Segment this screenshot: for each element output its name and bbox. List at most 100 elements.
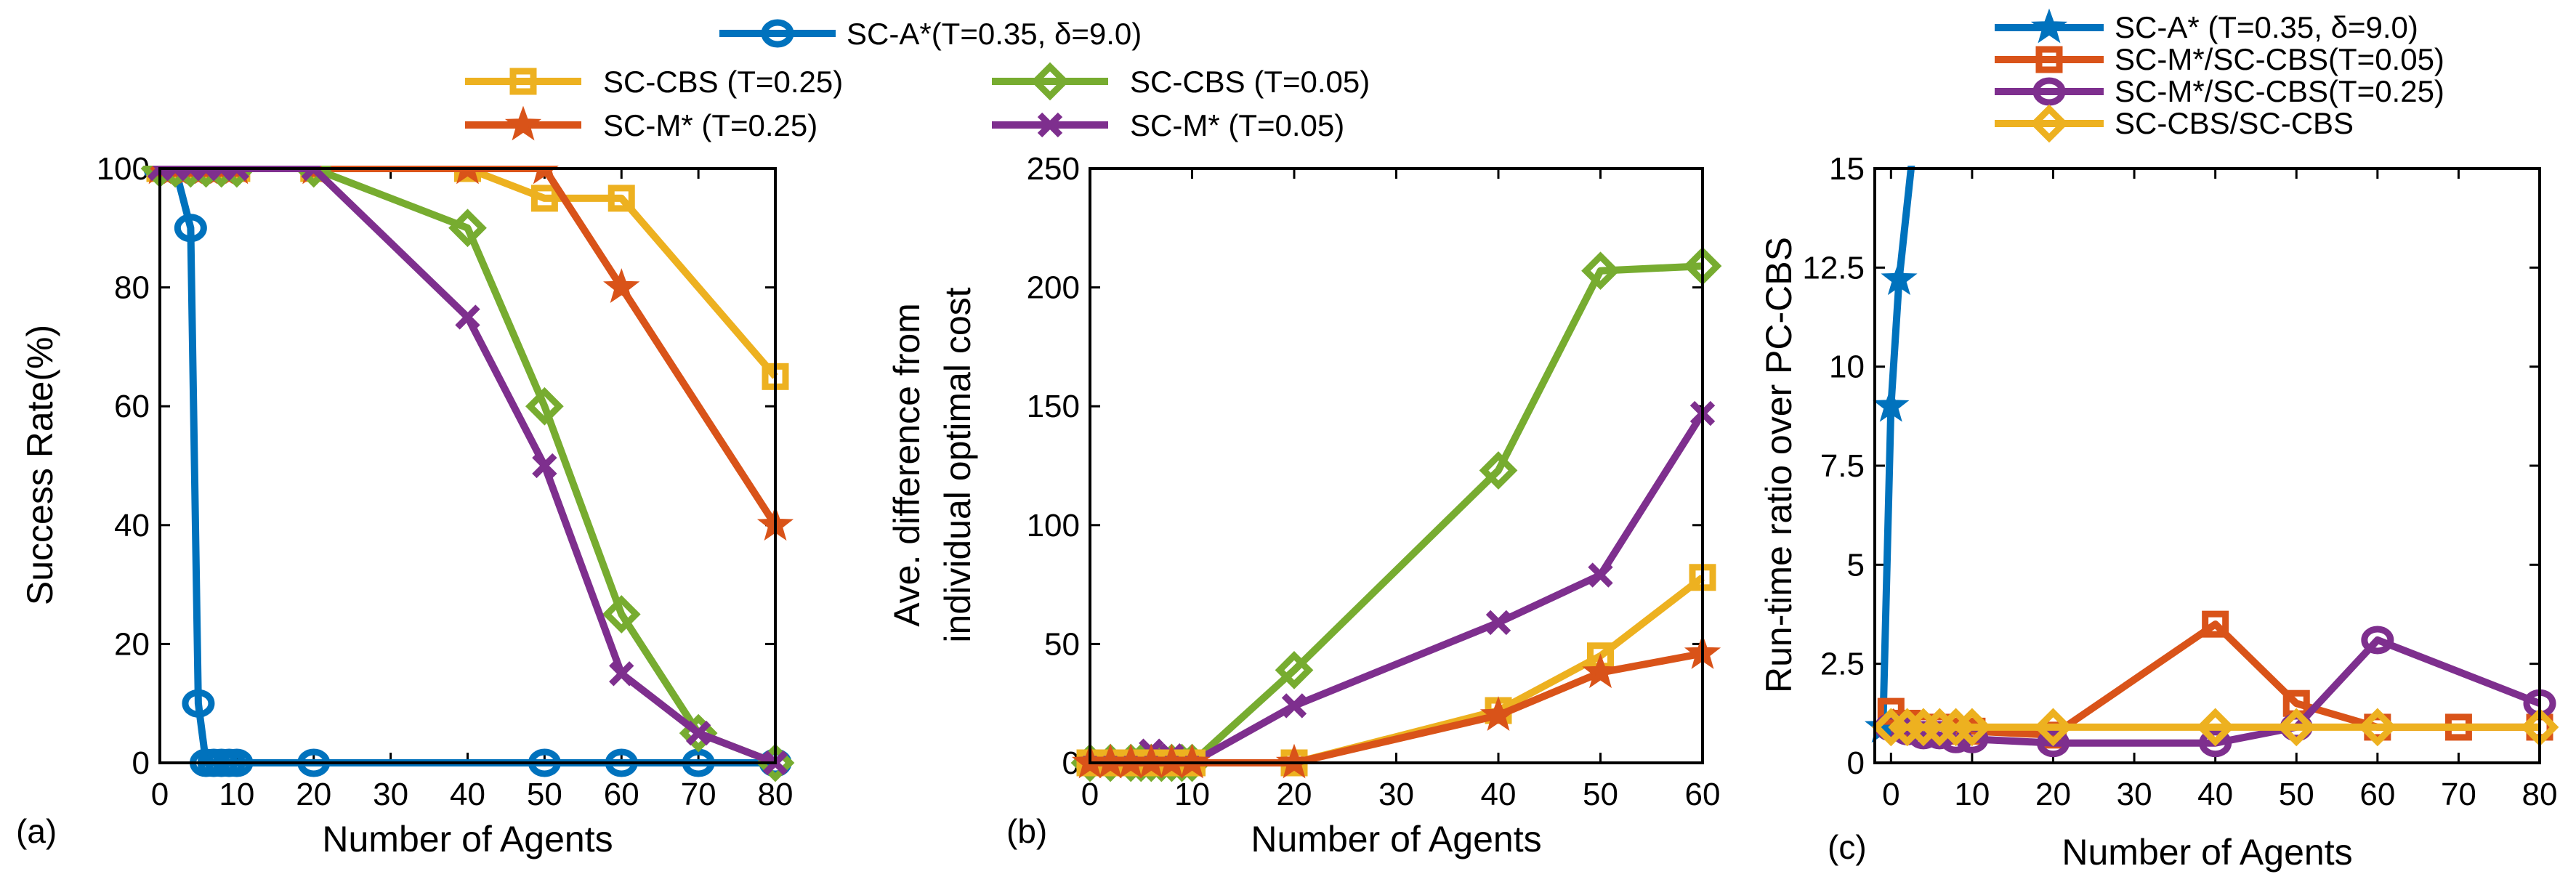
series-sc-a-t-0-35-9-0 xyxy=(1864,166,1918,743)
x-tick-label: 30 xyxy=(373,777,408,812)
y-tick-label: 80 xyxy=(114,270,150,306)
x-axis-label: Number of Agents xyxy=(2062,832,2352,873)
data-point xyxy=(1485,610,1511,636)
x-axis-label: Number of Agents xyxy=(322,819,613,859)
y-tick-label: 0 xyxy=(132,745,150,781)
series-sc-cbs-t-0-05 xyxy=(140,166,795,782)
panel-tag: (a) xyxy=(16,812,57,850)
y-tick-label: 12.5 xyxy=(1802,250,1865,286)
data-point xyxy=(607,185,635,212)
series-sc-a-t-0-35-9-0 xyxy=(143,166,792,777)
data-point xyxy=(2277,708,2316,747)
y-tick-label: 40 xyxy=(114,508,150,543)
data-point xyxy=(532,453,557,479)
data-point xyxy=(448,209,487,248)
legend-marker xyxy=(2030,104,2069,143)
x-tick-label: 50 xyxy=(2279,777,2314,812)
legend-marker xyxy=(509,68,537,95)
panel-a: 0 10 20 30 40 50 60 70 80 0 20 40 60 80 100 Number of A… xyxy=(16,151,795,859)
data-point xyxy=(530,185,558,212)
data-point xyxy=(1581,251,1620,291)
x-tick-label: 30 xyxy=(1378,777,1414,812)
data-point xyxy=(202,166,241,188)
data-point xyxy=(455,304,480,330)
series-sc-cbs-t-0-25 xyxy=(146,166,789,390)
data-point xyxy=(1281,693,1307,719)
y-tick-label: 100 xyxy=(97,151,150,187)
data-point xyxy=(1582,653,1619,689)
x-tick-label: 40 xyxy=(450,777,485,812)
y-axis-label: Run-time ratio over PC-CBS xyxy=(1759,237,1799,693)
y-axis-label: Success Rate(%) xyxy=(20,325,60,605)
panel-c: 0 10 20 30 40 50 60 70 80 0 2.5 5 7.5 10 12.5 15 Number … xyxy=(1759,8,2559,873)
series-line xyxy=(1879,166,1915,728)
y-tick-label: 0 xyxy=(1847,745,1865,781)
x-tick-label: 0 xyxy=(151,777,169,812)
plot-area xyxy=(1070,246,1722,782)
y-tick-label: 10 xyxy=(1829,349,1865,385)
y-tick-label: 15 xyxy=(1829,151,1865,187)
legend-label: SC-M* (T=0.25) xyxy=(603,108,817,142)
data-point xyxy=(602,595,641,634)
y-tick-label: 60 xyxy=(114,389,150,424)
x-tick-label: 20 xyxy=(1277,777,1312,812)
x-tick-label: 20 xyxy=(2035,777,2071,812)
series-sc-m-t-0-05 xyxy=(147,166,788,776)
data-point xyxy=(187,166,225,188)
data-point xyxy=(1881,260,1918,296)
legend-marker xyxy=(1030,62,1070,101)
y-tick-label: 200 xyxy=(1027,270,1080,306)
data-point xyxy=(603,268,640,304)
data-point xyxy=(2036,729,2070,758)
data-point xyxy=(217,166,257,188)
x-tick-label: 40 xyxy=(2197,777,2233,812)
legend-marker xyxy=(2035,46,2063,73)
legend-marker xyxy=(761,19,794,48)
x-tick-label: 50 xyxy=(527,777,562,812)
legend-label: SC-CBS (T=0.05) xyxy=(1130,65,1370,99)
axes-box xyxy=(1873,167,2541,764)
legend-marker xyxy=(504,105,542,141)
x-tick-label: 30 xyxy=(2117,777,2152,812)
series-line xyxy=(160,166,775,766)
axes-box xyxy=(158,167,777,764)
legend-item-sc-m-t-0-05: SC-M* (T=0.05) xyxy=(992,108,1344,142)
data-point xyxy=(2196,708,2235,747)
data-point xyxy=(2358,708,2397,747)
legend-marker xyxy=(1037,112,1063,138)
axes-box xyxy=(1089,167,1704,764)
x-tick-label: 10 xyxy=(1954,777,1990,812)
legend-item-sc-m-sc-cbs-t-0-05: SC-M*/SC-CBS(T=0.05) xyxy=(1995,42,2444,76)
legend-item-sc-cbs-sc-cbs: SC-CBS/SC-CBS xyxy=(1995,104,2354,143)
data-point xyxy=(182,689,215,718)
series-line xyxy=(160,166,779,527)
y-tick-label: 150 xyxy=(1027,389,1080,424)
panel-tag: (b) xyxy=(1006,812,1047,850)
data-point xyxy=(1174,743,1211,779)
data-point xyxy=(2199,729,2232,758)
series-line xyxy=(160,166,777,766)
top-legend: SC-A*(T=0.35, δ=9.0)SC-CBS (T=0.25) SC-CB… xyxy=(465,17,1370,142)
y-tick-label: 250 xyxy=(1027,151,1080,187)
legend-label: SC-A*(T=0.35, δ=9.0) xyxy=(847,17,1142,51)
plot-area xyxy=(140,166,795,782)
x-tick-label: 0 xyxy=(1882,777,1899,812)
data-point xyxy=(1275,651,1314,689)
legend-label: SC-CBS/SC-CBS xyxy=(2115,106,2354,140)
x-axis-label: Number of Agents xyxy=(1251,819,1541,859)
legend-label: SC-A* (T=0.35, δ=9.0) xyxy=(2115,10,2418,44)
x-tick-label: 60 xyxy=(1685,777,1721,812)
x-tick-label: 60 xyxy=(2359,777,2395,812)
legend-item-sc-a-t-0-35-9-0: SC-A* (T=0.35, δ=9.0) xyxy=(1995,8,2418,44)
legend-label: SC-M*/SC-CBS(T=0.05) xyxy=(2115,42,2444,76)
legend-item-sc-cbs-t-0-05: SC-CBS (T=0.05) xyxy=(992,62,1370,101)
data-point xyxy=(156,166,195,188)
data-point xyxy=(1873,387,1910,422)
data-point xyxy=(174,214,207,243)
x-tick-label: 10 xyxy=(219,777,254,812)
y-axis-label-line: Ave. difference from xyxy=(887,303,927,627)
x-tick-label: 70 xyxy=(681,777,716,812)
legend-label: SC-M*/SC-CBS(T=0.25) xyxy=(2115,74,2444,108)
